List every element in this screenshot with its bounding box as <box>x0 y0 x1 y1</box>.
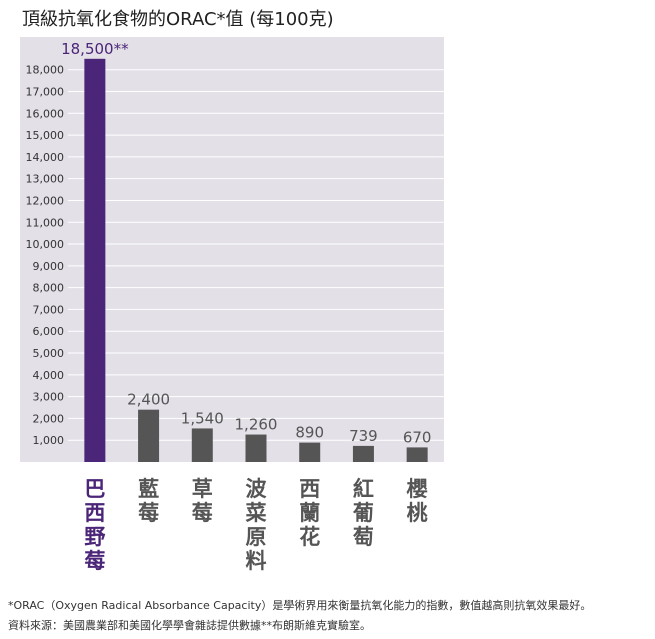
plot-background <box>20 37 444 462</box>
y-tick-label: 5,000 <box>33 347 65 360</box>
y-tick-label: 1,000 <box>33 434 65 447</box>
data-label: 1,260 <box>235 416 278 434</box>
y-tick-label: 14,000 <box>26 151 65 164</box>
category-label: 巴西野莓 <box>84 477 105 573</box>
y-tick-label: 17,000 <box>26 85 65 98</box>
data-label: 890 <box>295 424 324 442</box>
y-tick-label: 9,000 <box>33 260 65 273</box>
bar-chart: 1,000 2,000 3,000 4,000 5,000 6,000 7,000 8,000… <box>20 37 444 573</box>
category-label: 草莓 <box>192 477 213 525</box>
y-tick-label: 12,000 <box>26 194 65 207</box>
category-label: 西蘭花 <box>299 477 320 549</box>
bar <box>352 445 374 462</box>
category-label: 櫻桃 <box>406 477 428 525</box>
y-tick-label: 10,000 <box>26 238 65 251</box>
category-label: 紅葡萄 <box>352 477 374 549</box>
y-tick-label: 6,000 <box>33 325 65 338</box>
y-tick-label: 13,000 <box>26 173 65 186</box>
data-label: 1,540 <box>181 409 224 427</box>
y-tick-label: 7,000 <box>33 303 65 316</box>
bar <box>299 442 321 462</box>
bar <box>84 58 106 463</box>
bar <box>406 447 428 462</box>
chart-title: 頂級抗氧化食物的ORAC*值 (每100克) <box>22 9 334 30</box>
y-tick-label: 16,000 <box>26 107 65 120</box>
data-label: 739 <box>349 427 378 445</box>
bar <box>245 434 267 462</box>
y-tick-label: 2,000 <box>33 412 65 425</box>
orac-footnote: *ORAC（Oxygen Radical Absorbance Capacity… <box>8 599 592 612</box>
y-tick-label: 15,000 <box>26 129 65 142</box>
data-label: 670 <box>403 428 432 446</box>
bar <box>138 409 160 462</box>
y-tick-label: 18,000 <box>26 64 65 77</box>
y-tick-label: 3,000 <box>33 391 65 404</box>
data-label: 18,500** <box>61 40 129 58</box>
data-label: 2,400 <box>127 391 170 409</box>
y-tick-label: 11,000 <box>26 216 65 229</box>
category-label: 波菜原料 <box>245 477 268 573</box>
category-label: 藍莓 <box>138 477 159 525</box>
y-tick-label: 4,000 <box>33 369 65 382</box>
source-footnote: 資料來源：美國農業部和美國化學學會雜誌提供數據**布朗斯維克實驗室。 <box>8 619 371 632</box>
bar <box>191 428 213 462</box>
y-tick-label: 8,000 <box>33 282 65 295</box>
